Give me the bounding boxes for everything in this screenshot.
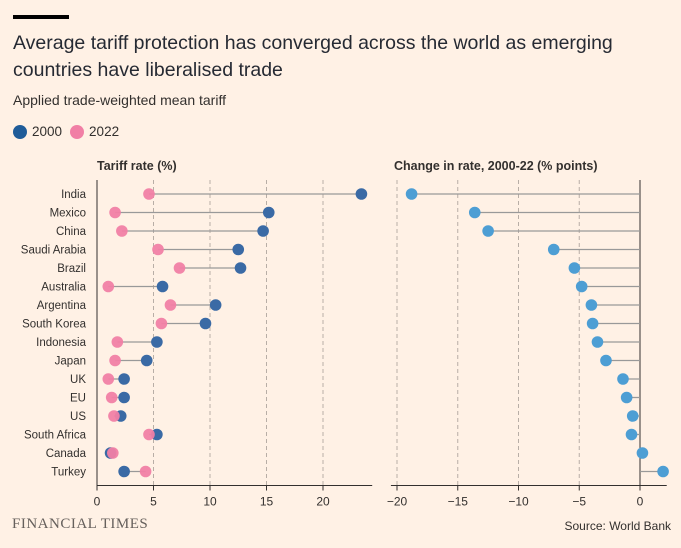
dot-2022 [143,428,155,441]
category-label: Indonesia [36,337,86,349]
category-label: UK [70,374,86,386]
category-label: Argentina [37,300,87,312]
dot-change [468,206,481,219]
category-label: Canada [46,448,87,460]
legend: 2000 2022 [13,124,127,139]
dot-2000 [234,262,247,274]
dot-2022 [105,391,118,404]
source-note: Source: World Bank [564,519,672,533]
right-panel-title: Change in rate, 2000-22 (% points) [394,159,598,173]
right-tick-label: 0 [637,495,644,509]
category-label: EU [70,393,86,405]
dot-2022 [152,243,164,256]
legend-label-2000: 2000 [32,124,63,139]
dot-2022 [139,465,152,478]
chart-subtitle: Applied trade-weighted mean tariff [13,92,226,108]
right-tick-label: −20 [387,495,408,509]
dot-2022 [109,354,121,367]
category-label: India [61,189,87,201]
dot-change [625,428,638,441]
dot-2022 [108,410,120,422]
category-label: Saudi Arabia [21,245,87,257]
category-label: Brazil [57,263,86,275]
dot-change [617,373,629,385]
right-tick-label: −5 [572,495,586,509]
dot-change [600,354,612,367]
dot-2000 [355,188,368,200]
dot-change [586,317,599,330]
category-label: China [56,226,87,238]
dot-change [405,188,418,200]
dot-2000 [156,280,169,293]
dot-2022 [173,262,186,274]
legend-dot-2022-icon [70,124,85,139]
legend-label-2022: 2022 [89,124,120,139]
legend-item-2000: 2000 [13,124,62,139]
dot-2000 [209,299,222,311]
dot-change [620,391,633,404]
dot-2000 [199,317,212,330]
dot-2000 [232,243,245,256]
dot-2000 [151,336,163,348]
dot-change [585,299,598,311]
left-tick-label: 0 [94,495,101,509]
dot-2000 [118,465,130,478]
legend-item-2022: 2022 [70,124,119,139]
chart-title: Average tariff protection has converged … [13,32,613,81]
right-tick-label: −15 [448,495,469,509]
ft-top-bar [13,15,69,19]
category-label: Japan [55,356,86,368]
dot-change [636,447,649,459]
legend-dot-2000-icon [13,124,27,139]
right-tick-label: −10 [508,495,529,509]
category-label: South Korea [22,319,87,331]
tariff-dot-chart: Tariff rate (%) Change in rate, 2000-22 (… [21,159,669,509]
dot-2000 [140,354,153,367]
dot-change [568,262,581,274]
dot-change [657,465,669,478]
dot-2022 [102,280,115,293]
category-label: Australia [41,282,86,294]
ft-logo: FINANCIAL TIMES [12,516,149,532]
dot-2000 [118,373,130,385]
left-tick-label: 10 [203,495,217,509]
category-label: Mexico [50,208,86,220]
category-label: Turkey [51,467,86,479]
dot-2022 [111,336,124,348]
dot-2022 [116,225,128,237]
dot-2000 [257,225,269,237]
category-label: US [70,411,86,423]
left-tick-label: 20 [316,495,330,509]
dot-change [626,410,639,422]
left-tick-label: 15 [260,495,274,509]
dot-2000 [118,391,130,404]
dot-change [482,225,494,237]
dot-2022 [109,206,121,219]
dot-2022 [107,447,119,459]
dot-change [547,243,560,256]
dot-change [591,336,604,348]
left-panel-title: Tariff rate (%) [97,159,177,173]
dot-2022 [102,373,115,385]
dot-2000 [262,206,275,219]
dot-2022 [155,317,168,330]
dot-2022 [164,299,177,311]
dot-change [575,280,588,293]
left-tick-label: 5 [150,495,157,509]
dot-2022 [143,188,155,200]
category-label: South Africa [24,430,87,442]
